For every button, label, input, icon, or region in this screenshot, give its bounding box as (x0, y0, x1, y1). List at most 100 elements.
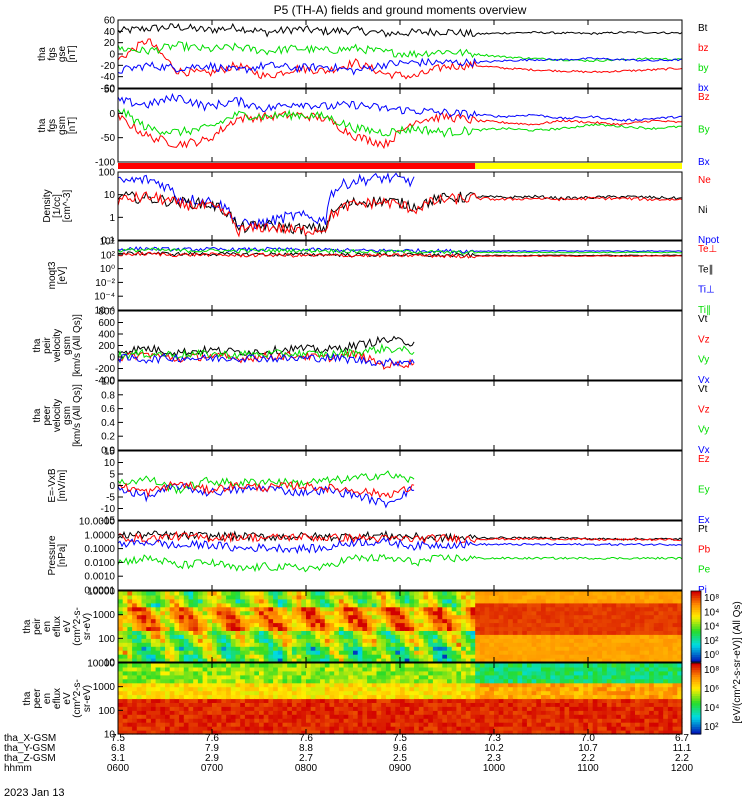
heatmap-cell (620, 646, 627, 651)
heatmap-cell (273, 670, 279, 676)
heatmap-cell (498, 642, 504, 647)
heatmap-cell (268, 598, 274, 604)
heatmap-cell (541, 666, 547, 672)
heatmap-cell (677, 718, 683, 723)
heatmap-cell (470, 726, 476, 731)
heatmap-cell (254, 674, 260, 680)
heatmap-cell (244, 722, 251, 727)
y-tick-label: 10000 (87, 659, 115, 670)
heatmap-cell (150, 594, 157, 600)
heatmap-cell (310, 602, 316, 608)
heatmap-cell (423, 658, 429, 663)
heatmap-cell (202, 686, 208, 692)
heatmap-cell (150, 610, 157, 616)
heatmap-cell (385, 670, 392, 676)
heatmap-cell (479, 718, 486, 723)
heatmap-cell (287, 602, 293, 608)
heatmap-cell (127, 622, 133, 628)
heatmap-cell (432, 598, 439, 604)
ephemeris-value: 8.8 (299, 743, 313, 754)
heatmap-cell (602, 614, 608, 620)
heatmap-cell (616, 658, 622, 663)
heatmap-cell (338, 638, 345, 643)
heatmap-cell (183, 690, 190, 696)
heatmap-cell (649, 654, 655, 659)
heatmap-cell (343, 610, 349, 616)
heatmap-cell (649, 602, 655, 608)
heatmap-cell (183, 702, 190, 707)
heatmap-cell (437, 630, 443, 635)
heatmap-cell (150, 614, 157, 620)
heatmap-cell (475, 622, 481, 628)
legend-entry: Pt (698, 524, 708, 535)
heatmap-cell (517, 663, 523, 668)
heatmap-cell (202, 594, 208, 600)
heatmap-cell (174, 710, 180, 715)
heatmap-cell (174, 638, 180, 643)
heatmap-cell (282, 658, 288, 663)
heatmap-cell (545, 718, 551, 723)
heatmap-cell (456, 694, 462, 700)
heatmap-cell (414, 686, 420, 692)
heatmap-cell (404, 690, 410, 696)
heatmap-cell (461, 622, 467, 628)
heatmap-cell (400, 714, 406, 719)
heatmap-cell (578, 622, 584, 628)
heatmap-cell (667, 594, 674, 600)
heatmap-cell (254, 666, 260, 672)
heatmap-cell (268, 698, 274, 703)
heatmap-cell (522, 718, 528, 723)
heatmap-cell (216, 686, 222, 692)
heatmap-cell (465, 718, 472, 723)
heatmap-cell (465, 710, 472, 715)
heatmap-cell (508, 618, 514, 624)
heatmap-cell (456, 606, 462, 612)
heatmap-cell (428, 674, 434, 680)
heatmap-cell (545, 682, 551, 688)
heatmap-cell (432, 602, 439, 608)
heatmap-cell (291, 642, 298, 647)
heatmap-cell (512, 714, 519, 719)
heatmap-cell (517, 634, 523, 639)
heatmap-cell (291, 610, 298, 616)
heatmap-cell (230, 642, 237, 647)
heatmap-cell (216, 654, 222, 659)
heatmap-cell (188, 682, 194, 688)
heatmap-cell (536, 674, 542, 680)
heatmap-cell (353, 690, 359, 696)
heatmap-cell (268, 678, 274, 684)
heatmap-cell (376, 630, 382, 635)
heatmap-cell (409, 618, 415, 624)
heatmap-cell (428, 730, 434, 735)
heatmap-cell (334, 602, 340, 608)
heatmap-cell (320, 591, 326, 596)
heatmap-cell (470, 730, 476, 735)
heatmap-cell (324, 634, 331, 639)
heatmap-cell (428, 602, 434, 608)
heatmap-cell (320, 694, 326, 700)
heatmap-cell (254, 654, 260, 659)
heatmap-cell (216, 682, 222, 688)
ephemeris-value: 7.3 (487, 733, 501, 744)
heatmap-cell (165, 614, 171, 620)
heatmap-cell (564, 670, 570, 676)
heatmap-cell (174, 670, 180, 676)
heatmap-cell (400, 710, 406, 715)
heatmap-cell (639, 630, 645, 635)
heatmap-cell (169, 606, 175, 612)
heatmap-cell (404, 670, 410, 676)
heatmap-cell (244, 602, 251, 608)
heatmap-cell (207, 630, 213, 635)
heatmap-cell (362, 626, 368, 631)
heatmap-cell (320, 670, 326, 676)
heatmap-cell (456, 663, 462, 668)
heatmap-cell (385, 674, 392, 680)
heatmap-cell (550, 642, 556, 647)
heatmap-cell (287, 654, 293, 659)
heatmap-cell (230, 678, 237, 684)
heatmap-cell (132, 730, 138, 735)
heatmap-cell (559, 594, 566, 600)
heatmap-cell (197, 610, 204, 616)
heatmap-cell (226, 694, 232, 700)
heatmap-cell (230, 638, 237, 643)
